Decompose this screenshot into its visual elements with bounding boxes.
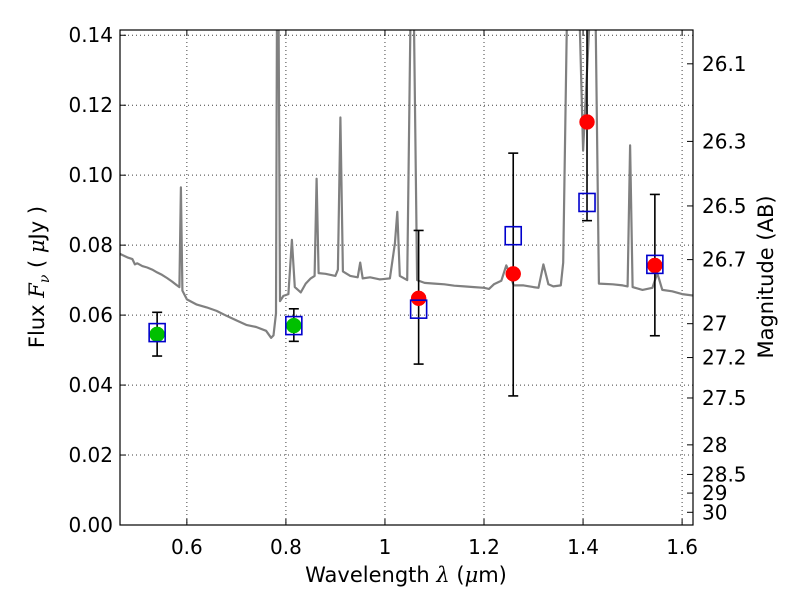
mag-tick-label-5: 27.2 — [702, 346, 747, 370]
mag-tick-label-9: 29 — [702, 481, 727, 505]
mag-tick-label-8: 28.5 — [702, 462, 747, 486]
x-tick-label-1: 0.8 — [270, 535, 302, 559]
plot-area — [120, 30, 693, 397]
x-axis-title: Wavelength λ (μm) — [305, 563, 507, 587]
plot-frame — [119, 29, 694, 526]
mag-tick-label-7: 28 — [702, 433, 727, 457]
data-point-2-1 — [505, 266, 521, 282]
model-square-4 — [578, 192, 596, 213]
spectrum-line — [120, 30, 693, 339]
data-point-1-1 — [286, 317, 302, 334]
gridlines — [120, 30, 693, 526]
mag-tick-label-2: 26.5 — [702, 194, 747, 218]
x-tick-label-4: 1.4 — [567, 535, 599, 559]
y-axis-title: Flux Fν ( μJy ) — [25, 206, 53, 348]
y-tick-label-7: 0.14 — [68, 23, 113, 47]
y-tick-label-1: 0.02 — [68, 443, 113, 467]
y-tick-label-6: 0.12 — [68, 93, 113, 117]
y-tick-label-3: 0.06 — [68, 303, 113, 327]
mag-tick-label-6: 27.5 — [702, 386, 747, 410]
model-square-2 — [409, 299, 428, 319]
x-tick-label-2: 1 — [379, 535, 392, 559]
right-axis-title: Magnitude (AB) — [754, 195, 778, 358]
model-square-1 — [285, 315, 303, 336]
x-tick-label-0: 0.6 — [171, 535, 203, 559]
model-square-5 — [646, 254, 664, 275]
mag-tick-label-10: 30 — [702, 500, 727, 524]
y-tick-label-2: 0.04 — [68, 373, 113, 397]
data-point-1-0 — [149, 326, 165, 343]
x-tick-label-3: 1.2 — [468, 535, 500, 559]
x-tick-label-5: 1.6 — [666, 535, 698, 559]
model-square-0 — [148, 322, 166, 343]
y-tick-label-0: 0.00 — [68, 513, 113, 537]
y-tick-label-4: 0.08 — [68, 233, 113, 257]
mag-tick-label-3: 26.7 — [702, 248, 747, 272]
y-tick-label-5: 0.10 — [68, 163, 113, 187]
mag-tick-label-0: 26.1 — [702, 52, 747, 76]
data-point-2-0 — [410, 290, 427, 307]
axes: 0.6 0.8 1 1.2 1.4 1.6 0.00 0.02 0.04 0.06 0.08 0.10… — [68, 23, 746, 559]
model-square-3 — [504, 225, 523, 246]
data-point-2-3 — [647, 257, 663, 274]
mag-tick-label-4: 27 — [702, 312, 727, 336]
mag-tick-label-1: 26.3 — [702, 129, 747, 153]
data-point-2-2 — [579, 114, 595, 130]
